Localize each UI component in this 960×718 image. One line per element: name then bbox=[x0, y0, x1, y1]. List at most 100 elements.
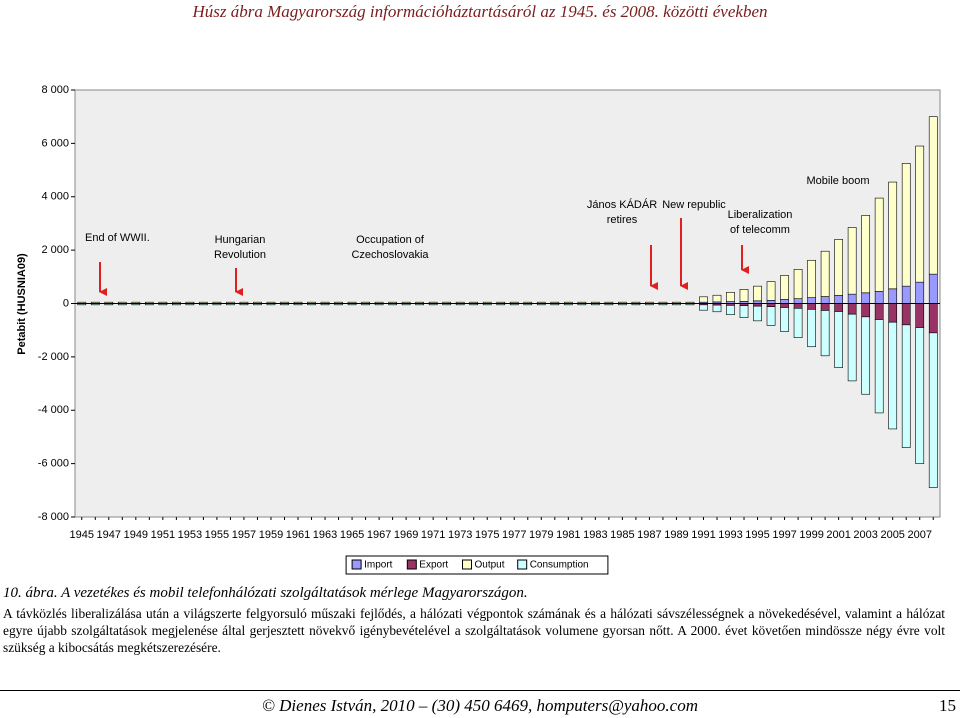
y-tick-label: -8 000 bbox=[38, 511, 69, 523]
y-tick-label: -6 000 bbox=[38, 458, 69, 470]
bar bbox=[793, 308, 803, 338]
bar bbox=[861, 316, 871, 395]
bar bbox=[726, 305, 735, 316]
x-tick-label: 1991 bbox=[691, 529, 715, 541]
x-tick-label: 1967 bbox=[367, 529, 391, 541]
x-tick-label: 1957 bbox=[232, 529, 256, 541]
footer: © Dienes István, 2010 – (30) 450 6469, h… bbox=[261, 696, 699, 715]
bar bbox=[861, 303, 871, 318]
bar bbox=[753, 305, 762, 322]
annotation: of telecomm bbox=[730, 224, 790, 236]
x-tick-label: 1975 bbox=[475, 529, 499, 541]
y-tick-label: 0 bbox=[63, 297, 69, 309]
x-tick-label: 1989 bbox=[664, 529, 688, 541]
annotation: Czechoslovakia bbox=[351, 249, 429, 261]
annotation: János KÁDÁR bbox=[587, 198, 657, 211]
chart: Petabit (HUSNIA09) -8 000 -6 000 -4 000 -2 … bbox=[16, 84, 941, 575]
legend-swatch bbox=[462, 559, 472, 570]
legend-swatch bbox=[517, 559, 528, 570]
y-tick-label: 6 000 bbox=[41, 137, 69, 149]
bar bbox=[888, 303, 898, 323]
bar bbox=[753, 285, 762, 302]
x-tick-label: 1969 bbox=[394, 529, 418, 541]
x-tick-label: 1947 bbox=[97, 529, 121, 541]
bar bbox=[874, 291, 884, 304]
bar bbox=[888, 321, 898, 430]
annotation: Liberalization bbox=[728, 209, 793, 221]
bar bbox=[861, 215, 871, 294]
legend-label: Import bbox=[364, 560, 393, 571]
x-tick-label: 1965 bbox=[340, 529, 364, 541]
bar bbox=[915, 281, 925, 304]
x-tick-label: 1987 bbox=[637, 529, 661, 541]
y-tick-label: -2 000 bbox=[38, 351, 69, 363]
x-tick-label: 1979 bbox=[529, 529, 553, 541]
bar bbox=[874, 197, 884, 292]
legend-swatch bbox=[351, 559, 362, 570]
bar bbox=[888, 181, 898, 290]
bar bbox=[928, 332, 938, 488]
x-tick-label: 1999 bbox=[799, 529, 823, 541]
bar bbox=[726, 291, 735, 302]
bar bbox=[820, 250, 830, 297]
bar bbox=[888, 288, 898, 304]
footer-rule bbox=[0, 690, 960, 691]
x-tick-label: 1963 bbox=[313, 529, 337, 541]
y-tick-label: 8 000 bbox=[41, 84, 69, 96]
bar bbox=[847, 227, 857, 295]
legend-swatch bbox=[406, 559, 417, 570]
bar bbox=[712, 294, 722, 303]
x-tick-label: 1993 bbox=[718, 529, 742, 541]
page-title: Húsz ábra Magyarország információháztart… bbox=[192, 2, 768, 21]
bar bbox=[847, 293, 857, 304]
bar bbox=[780, 275, 789, 300]
bar bbox=[834, 311, 843, 368]
bar bbox=[766, 281, 776, 301]
bar bbox=[901, 163, 911, 287]
x-tick-label: 1997 bbox=[772, 529, 796, 541]
y-tick-label: 4 000 bbox=[41, 191, 69, 203]
x-tick-label: 1959 bbox=[259, 529, 283, 541]
annotation: retires bbox=[607, 214, 638, 226]
x-tick-label: 1973 bbox=[448, 529, 472, 541]
bar bbox=[928, 303, 938, 334]
bar bbox=[928, 116, 938, 275]
annotation: Mobile boom bbox=[807, 175, 870, 187]
bar bbox=[780, 299, 789, 304]
bar bbox=[847, 313, 857, 382]
bar bbox=[874, 319, 884, 414]
bar bbox=[766, 306, 776, 326]
bar bbox=[901, 303, 911, 326]
bar bbox=[928, 273, 938, 304]
bar bbox=[807, 303, 816, 310]
bar bbox=[834, 295, 843, 304]
annotation: End of WWII. bbox=[85, 232, 150, 244]
x-tick-label: 1951 bbox=[151, 529, 175, 541]
figure-caption: 10. ábra. A vezetékes és mobil telefonhá… bbox=[3, 585, 528, 601]
x-tick-label: 1981 bbox=[556, 529, 580, 541]
bar bbox=[739, 305, 749, 318]
page-number: 15 bbox=[939, 696, 956, 715]
legend-label: Output bbox=[475, 560, 505, 571]
y-tick-label: -4 000 bbox=[38, 404, 69, 416]
bar bbox=[915, 303, 925, 328]
bar bbox=[780, 307, 789, 332]
annotation: Hungarian bbox=[215, 234, 266, 246]
bar bbox=[834, 239, 843, 296]
annotation: Occupation of bbox=[356, 234, 425, 246]
bar bbox=[915, 145, 925, 283]
bar bbox=[780, 303, 789, 308]
x-tick-label: 1995 bbox=[745, 529, 769, 541]
bar bbox=[874, 303, 884, 320]
bar bbox=[861, 292, 871, 304]
x-tick-label: 2003 bbox=[853, 529, 877, 541]
bar bbox=[793, 298, 803, 304]
y-axis-label: Petabit (HUSNIA09) bbox=[16, 253, 28, 355]
x-tick-label: 2001 bbox=[826, 529, 850, 541]
bar bbox=[834, 303, 843, 312]
bar bbox=[807, 309, 816, 348]
annotation: New republic bbox=[662, 199, 726, 211]
bar bbox=[699, 296, 708, 303]
bar bbox=[820, 303, 830, 311]
legend-label: Export bbox=[419, 560, 448, 571]
